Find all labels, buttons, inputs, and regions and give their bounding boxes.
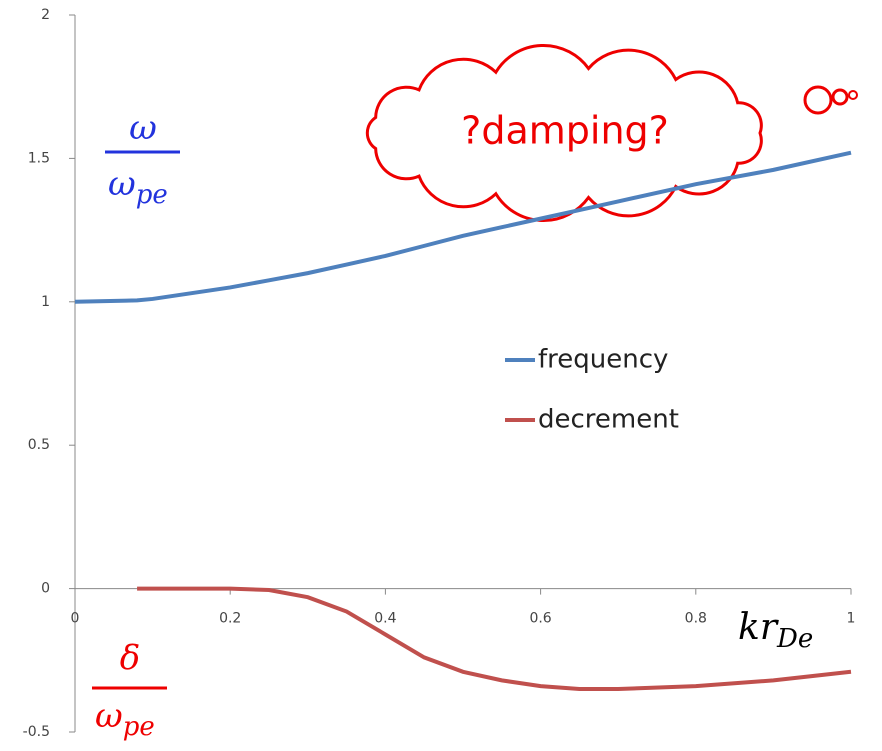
x-tick-label: 0 xyxy=(71,611,80,627)
subscript: pe xyxy=(123,712,155,742)
chart: ?damping? ω ωpe δ ωpe krDe -0.500.511.52… xyxy=(0,0,882,751)
cloud-bubble xyxy=(849,91,857,99)
annotation: ?damping? xyxy=(461,109,669,153)
x-tick-label: 0.4 xyxy=(374,611,396,627)
y-tick-label: -0.5 xyxy=(23,724,50,740)
cloud-bubble xyxy=(805,87,831,113)
x-tick-label: 0.6 xyxy=(529,611,551,627)
y-label-bottom-numerator: δ xyxy=(120,638,140,678)
y-tick-label: 1.5 xyxy=(28,150,50,166)
y-tick-label: 0 xyxy=(41,581,50,597)
symbol: kr xyxy=(738,607,779,648)
x-axis-label: krDe xyxy=(738,607,813,654)
legend-label: frequency xyxy=(538,345,668,375)
symbol: ω xyxy=(95,696,123,736)
x-tick-label: 0.8 xyxy=(685,611,707,627)
subscript: De xyxy=(776,624,813,654)
legend-label: decrement xyxy=(538,405,679,435)
symbol: ω xyxy=(108,164,136,204)
x-tick-label: 1 xyxy=(847,611,856,627)
y-tick-label: 0.5 xyxy=(28,437,50,453)
cloud-bubble xyxy=(833,90,847,104)
y-label-top-denominator: ωpe xyxy=(108,164,168,210)
subscript: pe xyxy=(136,180,168,210)
y-tick-label: 1 xyxy=(41,294,50,310)
y-label-top-numerator: ω xyxy=(129,108,157,148)
x-tick-label: 0.2 xyxy=(219,611,241,627)
y-label-bottom-denominator: ωpe xyxy=(95,696,155,742)
y-tick-label: 2 xyxy=(41,7,50,23)
